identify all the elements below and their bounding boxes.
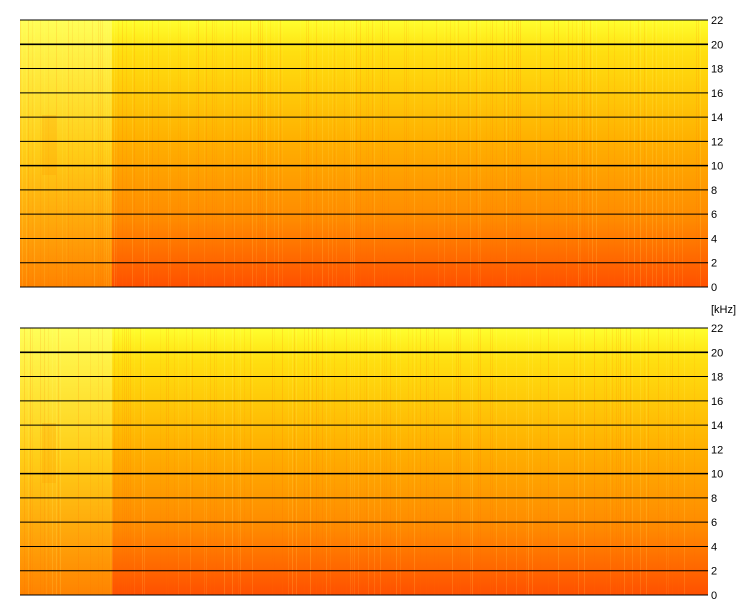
y-tick-label: 22 <box>711 15 723 27</box>
y-tick-label: 0 <box>711 590 717 602</box>
y-tick-label: 22 <box>711 323 723 335</box>
y-tick-label: 18 <box>711 372 723 384</box>
y-tick-label: 14 <box>711 112 723 124</box>
spectrogram-channel-1: 0 2 4 6 8 10 12 14 16 18 20 22 <box>20 15 723 294</box>
y-tick-label: 16 <box>711 88 723 100</box>
y-tick-label: 0 <box>711 282 717 294</box>
y-tick-label: 6 <box>711 517 717 529</box>
y-tick-label: 12 <box>711 444 723 456</box>
y-tick-label: 8 <box>711 493 717 505</box>
y-tick-label: 10 <box>711 469 723 481</box>
y-tick-label: 6 <box>711 209 717 221</box>
y-tick-label: 2 <box>711 258 717 270</box>
y-tick-label: 4 <box>711 541 717 553</box>
spectrogram-texture <box>20 20 701 287</box>
y-tick-label: 12 <box>711 136 723 148</box>
y-tick-label: 14 <box>711 420 723 432</box>
spectrogram-channel-2: 0 2 4 6 8 10 12 14 16 18 20 22 <box>20 323 723 602</box>
y-tick-label: 20 <box>711 347 723 359</box>
spectrogram-field <box>20 20 708 287</box>
y-tick-label: 10 <box>711 161 723 173</box>
y-tick-label: 4 <box>711 233 717 245</box>
y-tick-label: 18 <box>711 64 723 76</box>
spectrogram-texture <box>24 328 695 595</box>
spectrogram-field <box>20 328 708 595</box>
y-tick-label: 8 <box>711 185 717 197</box>
y-tick-label: 2 <box>711 566 717 578</box>
y-tick-label: 20 <box>711 39 723 51</box>
spectrogram-left-segment <box>20 20 112 287</box>
frequency-unit-label: [kHz] <box>711 304 736 316</box>
y-tick-label: 16 <box>711 396 723 408</box>
spectrogram-left-segment <box>20 328 112 595</box>
